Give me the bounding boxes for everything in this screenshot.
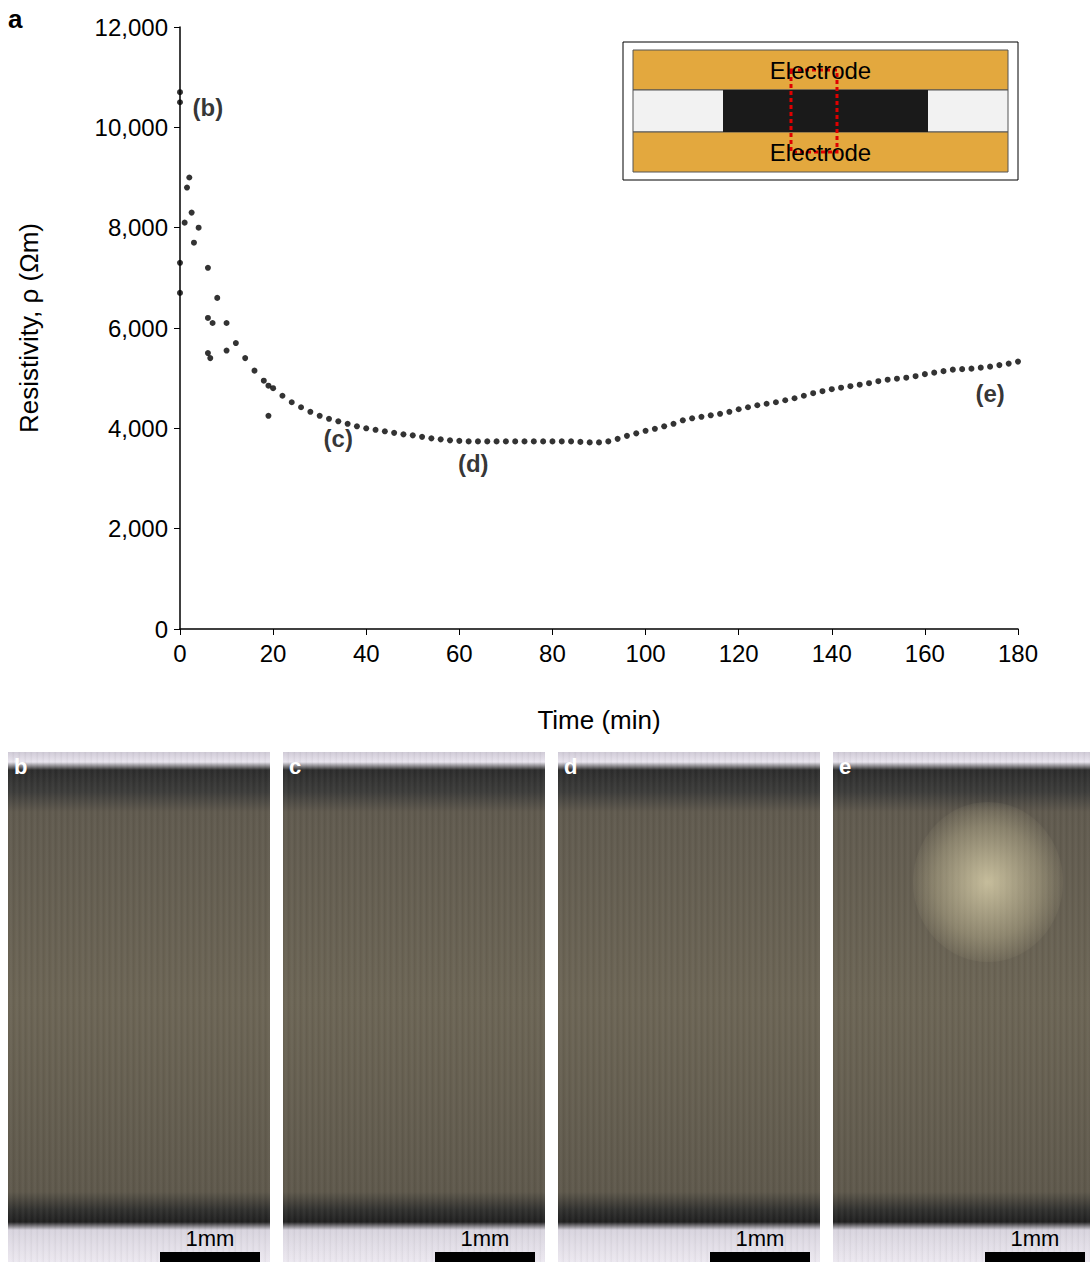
svg-text:a: a <box>8 4 23 34</box>
svg-text:12,000: 12,000 <box>95 14 168 41</box>
svg-text:100: 100 <box>626 640 666 667</box>
svg-text:140: 140 <box>812 640 852 667</box>
svg-text:(e): (e) <box>975 380 1004 407</box>
svg-text:0: 0 <box>173 640 186 667</box>
svg-text:Resistivity, ρ (Ωm): Resistivity, ρ (Ωm) <box>14 223 44 433</box>
svg-text:6,000: 6,000 <box>108 315 168 342</box>
html-text:1mm: 1mm <box>735 1226 785 1251</box>
svg-text:80: 80 <box>539 640 566 667</box>
svg-text:20: 20 <box>260 640 287 667</box>
svg-text:(b): (b) <box>193 94 224 121</box>
svg-text:Time (min): Time (min) <box>537 705 660 735</box>
svg-text:8,000: 8,000 <box>108 214 168 241</box>
html-text:1mm: 1mm <box>1010 1226 1060 1251</box>
html-text:1mm: 1mm <box>185 1226 235 1251</box>
svg-text:40: 40 <box>353 640 380 667</box>
svg-text:2,000: 2,000 <box>108 515 168 542</box>
svg-text:(c): (c) <box>324 425 353 452</box>
svg-text:Electrode: Electrode <box>770 57 871 84</box>
html-text:e: e <box>839 754 852 779</box>
svg-text:120: 120 <box>719 640 759 667</box>
svg-text:60: 60 <box>446 640 473 667</box>
html-text:d: d <box>564 754 578 779</box>
html-text:1mm: 1mm <box>460 1226 510 1251</box>
svg-text:10,000: 10,000 <box>95 114 168 141</box>
svg-text:180: 180 <box>998 640 1038 667</box>
html-text:c: c <box>289 754 302 779</box>
html-text:b: b <box>14 754 28 779</box>
svg-text:160: 160 <box>905 640 945 667</box>
svg-text:(d): (d) <box>458 450 489 477</box>
svg-text:0: 0 <box>155 616 168 643</box>
svg-text:Electrode: Electrode <box>770 139 871 166</box>
svg-text:4,000: 4,000 <box>108 415 168 442</box>
